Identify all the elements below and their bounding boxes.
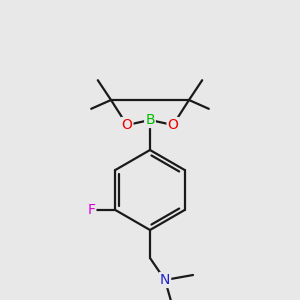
Text: B: B (145, 113, 155, 127)
Text: F: F (87, 203, 95, 217)
Text: N: N (160, 273, 170, 287)
Text: O: O (168, 118, 178, 132)
Text: O: O (122, 118, 132, 132)
